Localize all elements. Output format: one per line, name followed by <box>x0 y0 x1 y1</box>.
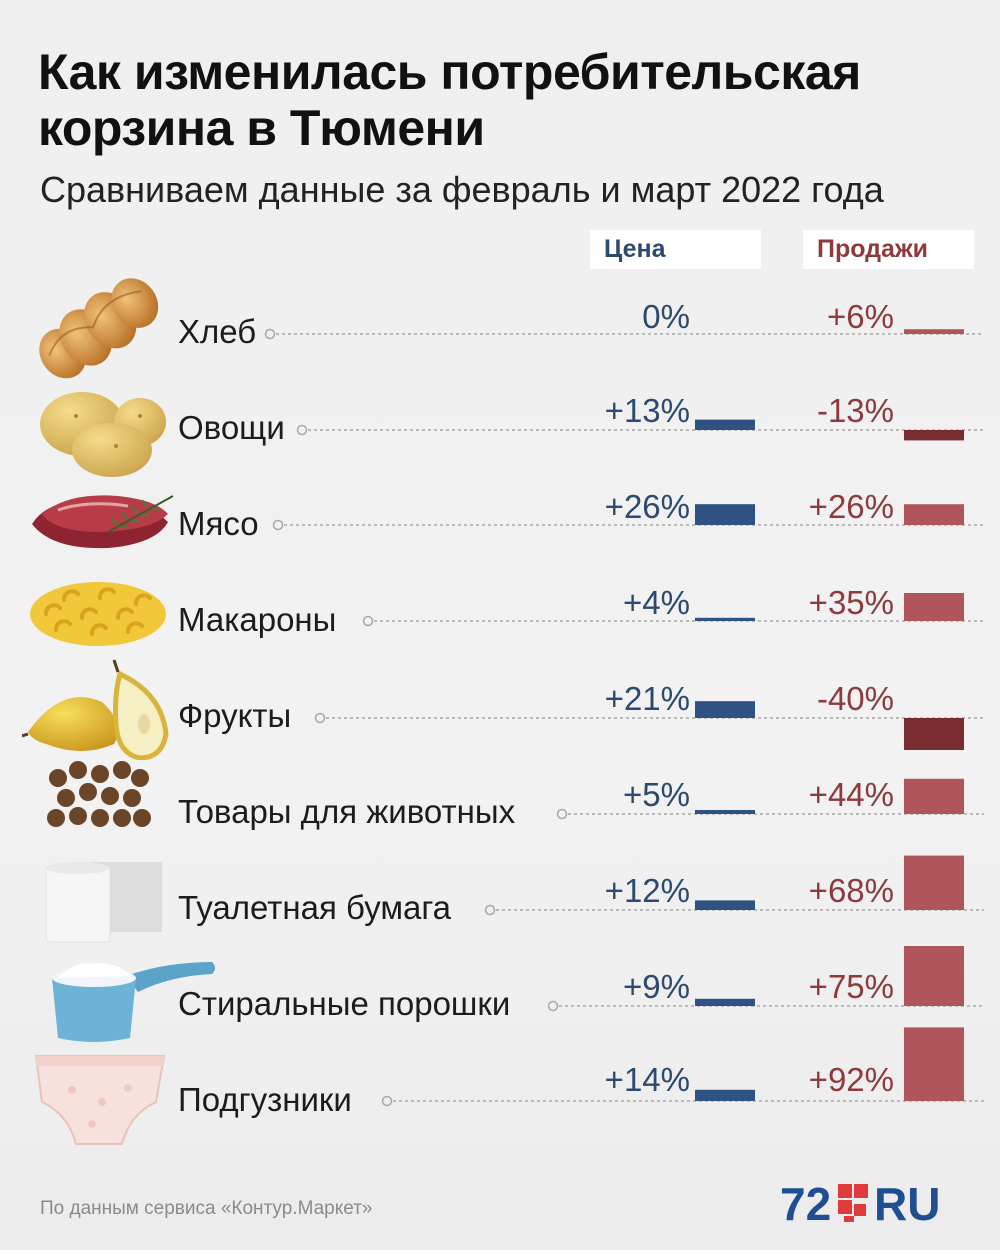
price-value-label: +12% <box>604 872 690 909</box>
toilet-paper-icon <box>45 862 162 943</box>
price-bar <box>695 701 755 718</box>
sales-bar <box>904 946 964 1006</box>
leader-dot <box>362 615 374 627</box>
category-label: Макароны <box>178 601 337 638</box>
price-value-label: +21% <box>604 680 690 717</box>
detergent-scoop-icon <box>52 962 215 1042</box>
category-label: Подгузники <box>178 1081 352 1118</box>
leader-dot <box>314 712 326 724</box>
price-bar <box>695 419 755 430</box>
leader-dot <box>556 808 568 820</box>
sales-bar <box>904 855 964 910</box>
logo-number: 72 <box>780 1180 831 1224</box>
price-value-label: +13% <box>604 392 690 429</box>
category-label: Хлеб <box>178 313 257 350</box>
price-bar <box>695 504 755 525</box>
sales-bar <box>904 329 964 334</box>
leader-dot <box>381 1095 393 1107</box>
category-label: Товары для животных <box>178 793 516 830</box>
diaper-icon <box>34 1055 166 1145</box>
sales-value-label: +35% <box>808 584 894 621</box>
leader-dot <box>296 424 308 436</box>
price-bar <box>695 998 755 1006</box>
sales-value-label: -13% <box>816 392 894 429</box>
sales-value-label: +26% <box>808 488 894 525</box>
price-bar <box>695 900 755 910</box>
sales-bar <box>904 778 964 814</box>
leader-dot <box>484 904 496 916</box>
price-value-label: +14% <box>604 1061 690 1098</box>
price-value-label: +26% <box>604 488 690 525</box>
sales-value-label: +6% <box>827 298 894 335</box>
category-label: Туалетная бумага <box>178 889 452 926</box>
sales-bar <box>904 430 964 441</box>
sales-value-label: +75% <box>808 968 894 1005</box>
category-label: Фрукты <box>178 697 292 734</box>
potato-icon <box>40 392 166 477</box>
sales-value-label: +44% <box>808 776 894 813</box>
price-bar <box>695 1089 755 1101</box>
sales-bar <box>904 718 964 750</box>
bread-icon <box>39 278 159 379</box>
pear-icon <box>22 659 169 760</box>
price-bar <box>695 617 755 621</box>
category-label: Мясо <box>178 505 259 542</box>
pasta-icon <box>30 582 166 646</box>
pet-food-icon <box>47 761 151 827</box>
sales-bar <box>904 1027 964 1101</box>
price-value-label: +9% <box>623 968 690 1005</box>
price-value-label: +4% <box>623 584 690 621</box>
sales-value-label: +68% <box>808 872 894 909</box>
price-column-header: Цена <box>590 230 761 269</box>
price-value-label: 0% <box>642 298 690 335</box>
price-value-label: +5% <box>623 776 690 813</box>
source-note: По данным сервиса «Контур.Маркет» <box>40 1198 373 1219</box>
sales-value-label: +92% <box>808 1061 894 1098</box>
leader-dot <box>264 328 276 340</box>
chart-title: Как изменилась потребительская корзина в… <box>38 44 861 156</box>
chart-subtitle: Сравниваем данные за февраль и март 2022… <box>40 169 884 210</box>
category-label: Овощи <box>178 409 285 446</box>
sales-bar <box>904 593 964 621</box>
sales-bar <box>904 504 964 525</box>
sales-value-label: -40% <box>816 680 894 717</box>
leader-dot <box>272 519 284 531</box>
logo-suffix: RU <box>874 1180 940 1224</box>
price-bar <box>695 810 755 814</box>
72ru-logo: 72 RU <box>780 1180 940 1224</box>
sales-column-header: Продажи <box>803 230 974 269</box>
leader-dot <box>547 1000 559 1012</box>
category-label: Стиральные порошки <box>178 985 511 1022</box>
meat-icon <box>32 495 174 549</box>
